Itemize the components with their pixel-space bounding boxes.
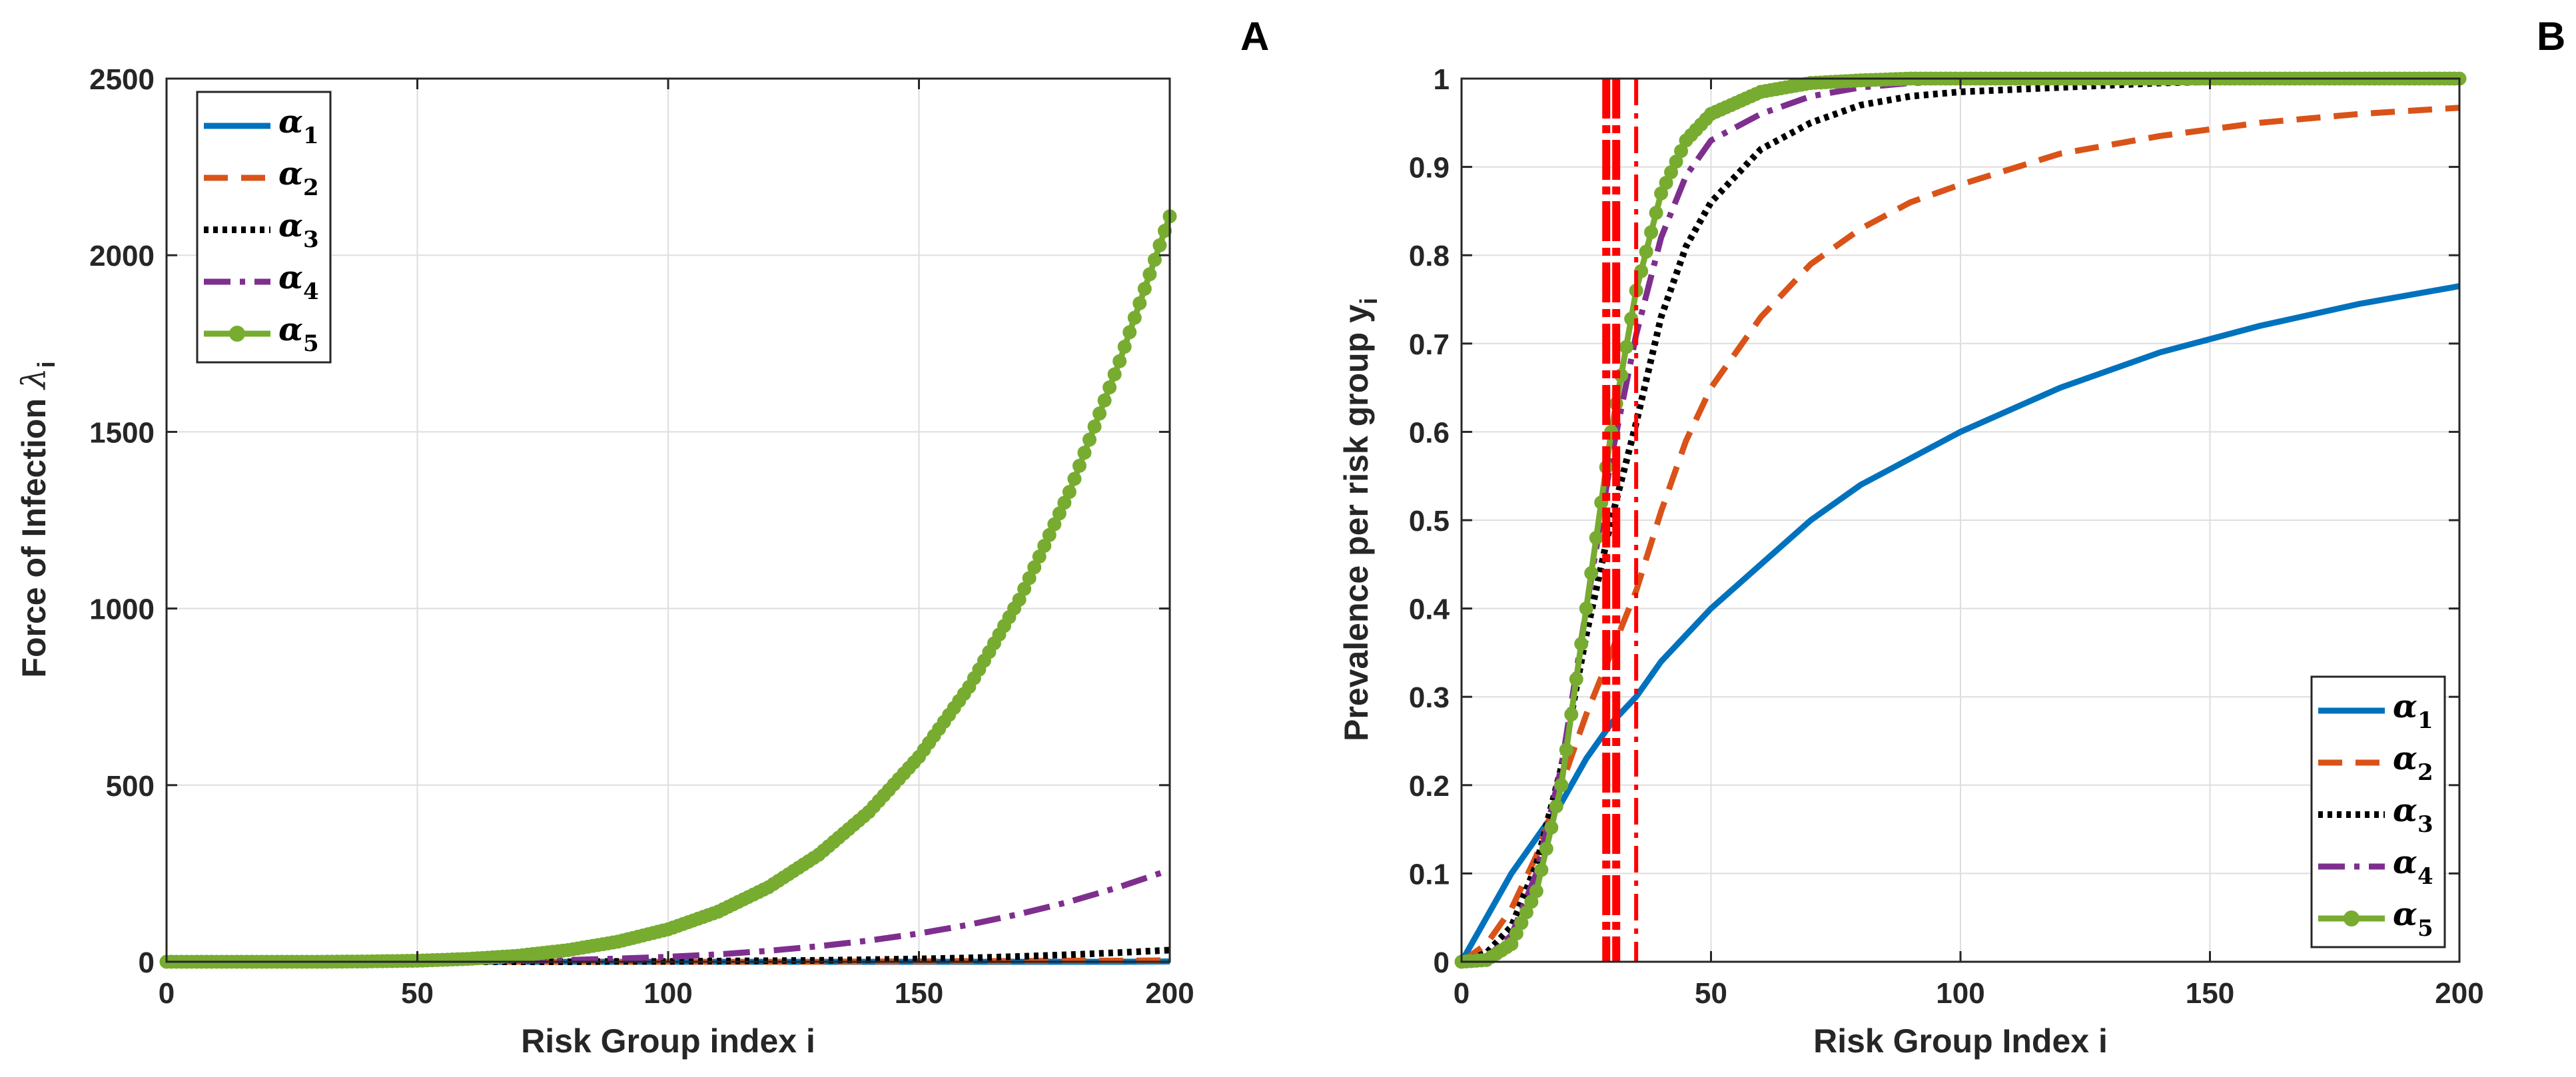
x-tick-label: 0 <box>159 977 175 1010</box>
legend-label-alpha-5: α5 <box>278 311 319 357</box>
series-marker-alpha-5 <box>1127 310 1142 325</box>
series-marker-alpha-5 <box>1569 672 1583 687</box>
y-tick-label: 0.3 <box>1409 681 1450 714</box>
series-line-alpha-4 <box>1461 75 2459 965</box>
legend-marker <box>2344 910 2360 926</box>
legend-label-alpha-3: α3 <box>2393 792 2433 838</box>
series-marker-alpha-5 <box>1117 340 1132 354</box>
y-tick-label: 0.2 <box>1409 770 1450 803</box>
series-marker-alpha-5 <box>1534 863 1549 877</box>
series-marker-alpha-5 <box>1097 393 1112 408</box>
series-marker-alpha-5 <box>1539 841 1553 856</box>
series-marker-alpha-5 <box>1574 637 1589 651</box>
y-tick-label: 0.5 <box>1409 505 1450 538</box>
legend-label-alpha-3: α3 <box>278 207 319 253</box>
series-marker-alpha-5 <box>1062 485 1076 500</box>
y-tick-label: 1 <box>1434 63 1450 96</box>
y-axis-label-b: Prevalence per risk group yi <box>1338 298 1382 741</box>
legend-a: α1 α2 α3 α4 α5 <box>196 91 332 364</box>
y-tick-label: 0 <box>139 946 155 979</box>
series-marker-alpha-5 <box>1082 432 1097 447</box>
series-marker-alpha-5 <box>1122 325 1137 340</box>
series-marker-alpha-5 <box>1087 419 1102 434</box>
series-marker-alpha-5 <box>1157 224 1172 238</box>
threshold-lines-b <box>1602 79 1639 962</box>
y-tick-label: 0.6 <box>1409 416 1450 449</box>
x-axis-label-b: Risk Group Index i <box>1813 1022 2108 1060</box>
legend-b: α1 α2 α3 α4 α5 <box>2310 675 2446 948</box>
series-marker-alpha-5 <box>1619 340 1633 354</box>
y-tick-label: 0.7 <box>1409 328 1450 361</box>
series-marker-alpha-5 <box>1132 296 1147 310</box>
panel-label-a: A <box>1240 14 1269 59</box>
y-tick-label: 0.8 <box>1409 240 1450 272</box>
y-tick-label: 1000 <box>89 593 155 626</box>
x-tick-label: 100 <box>644 977 692 1010</box>
series-marker-alpha-5 <box>1549 799 1563 814</box>
y-tick-label: 1500 <box>89 416 155 449</box>
series-marker-alpha-5 <box>1077 446 1092 460</box>
series-marker-alpha-5 <box>1152 238 1167 252</box>
series-marker-alpha-5 <box>1564 707 1579 722</box>
y-axis-label-a: Force of Infectionλi <box>15 361 60 677</box>
series-marker-alpha-5 <box>1147 252 1162 267</box>
legend-label-alpha-1: α1 <box>2393 688 2433 734</box>
x-tick-label: 150 <box>2186 977 2234 1010</box>
x-tick-label: 150 <box>895 977 943 1010</box>
legend-label-alpha-1: α1 <box>278 103 319 149</box>
legend-label-alpha-5: α5 <box>2393 896 2433 942</box>
series-marker-alpha-5 <box>1589 531 1603 545</box>
series-marker-alpha-5 <box>1072 458 1086 473</box>
x-tick-label: 200 <box>2435 977 2483 1010</box>
series-marker-alpha-5 <box>1544 820 1559 835</box>
y-tick-label: 2000 <box>89 240 155 272</box>
legend-label-alpha-2: α2 <box>278 155 319 201</box>
series-marker-alpha-5 <box>1142 267 1157 282</box>
legend-label-alpha-4: α4 <box>2393 844 2433 890</box>
panel-label-b: B <box>2537 14 2565 59</box>
series-marker-alpha-5 <box>1554 778 1569 793</box>
series-marker-alpha-5 <box>1067 472 1082 486</box>
series-marker-alpha-5 <box>1107 367 1122 382</box>
y-tick-label: 2500 <box>89 63 155 96</box>
series-marker-alpha-5 <box>1529 884 1543 898</box>
y-tick-label: 0 <box>1434 946 1450 979</box>
x-tick-label: 50 <box>401 977 434 1010</box>
y-tick-label: 0.9 <box>1409 152 1450 184</box>
x-tick-label: 100 <box>1936 977 1984 1010</box>
series-marker-alpha-5 <box>1644 225 1659 240</box>
chart-panel-b: 0 50 100 150 200 0 0.1 0.2 0.3 0.4 0.5 0.6 0.7 0.8 0.9… <box>1338 14 2565 1060</box>
ticks-b: 0 50 100 150 200 0 0.1 0.2 0.3 0.4 0.5 0.6 0.7 0.8 0.9… <box>1409 63 2484 1010</box>
x-tick-label: 0 <box>1454 977 1470 1010</box>
legend-label-alpha-2: α2 <box>2393 740 2433 786</box>
series-marker-alpha-5 <box>1102 380 1117 395</box>
legend-marker <box>229 326 245 342</box>
series-marker-alpha-5 <box>1112 354 1127 368</box>
series-marker-alpha-5 <box>1559 743 1573 757</box>
legend-label-alpha-4: α4 <box>278 259 319 305</box>
y-tick-label: 0.4 <box>1409 593 1450 626</box>
x-axis-label-a: Risk Group index i <box>521 1022 815 1060</box>
series-marker-alpha-5 <box>1579 601 1593 616</box>
x-tick-label: 50 <box>1695 977 1727 1010</box>
series-marker-alpha-5 <box>1137 282 1152 296</box>
series-marker-alpha-5 <box>1092 406 1107 421</box>
series-marker-alpha-5 <box>1649 206 1663 220</box>
y-tick-label: 0.1 <box>1409 858 1450 891</box>
x-tick-label: 200 <box>1145 977 1194 1010</box>
y-tick-label: 500 <box>106 770 155 803</box>
series-marker-alpha-5 <box>1584 566 1599 581</box>
series-marker-alpha-5 <box>1639 244 1653 259</box>
